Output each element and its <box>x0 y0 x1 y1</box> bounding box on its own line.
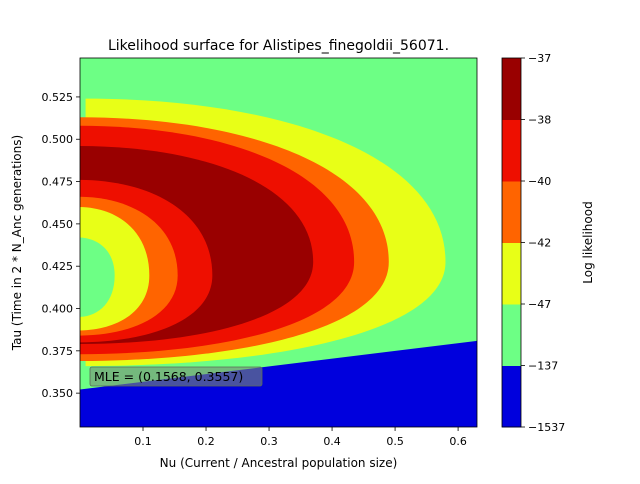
y-tick-label: 0.525 <box>42 91 74 104</box>
mle-annotation: MLE = (0.1568, 0.3557) <box>89 366 263 387</box>
region-low-likelihood <box>80 340 477 427</box>
colorbar-tick-label: −1537 <box>528 421 565 434</box>
colorbar-frame <box>501 57 522 428</box>
y-tick-label: 0.375 <box>42 345 74 358</box>
colorbar-tick-label: −37 <box>528 52 551 65</box>
colorbar-segment <box>502 119 521 182</box>
colorbar-tick-label: −42 <box>528 237 551 250</box>
y-tick-label: 0.425 <box>42 260 74 273</box>
x-tick-label: 0.4 <box>323 435 341 448</box>
mle-label: MLE = (0.1568, 0.3557) <box>94 369 243 384</box>
plot-area <box>80 58 477 427</box>
colorbar-tick-label: −47 <box>528 298 551 311</box>
y-tick-label: 0.475 <box>42 176 74 189</box>
x-tick-label: 0.3 <box>260 435 278 448</box>
y-axis: 0.350 0.375 0.400 0.425 0.450 0.475 0.500 0.525 <box>42 91 80 400</box>
colorbar-segment <box>502 242 521 305</box>
x-axis: 0.1 0.2 0.3 0.4 0.5 0.6 <box>134 427 467 448</box>
colorbar-segment <box>502 58 521 120</box>
x-tick-label: 0.6 <box>449 435 467 448</box>
colorbar-segment <box>502 365 521 428</box>
x-tick-label: 0.5 <box>386 435 404 448</box>
colorbar-segment <box>502 181 521 243</box>
y-axis-label: Tau (Time in 2 * N_Anc generations) <box>10 135 24 351</box>
contour-inner_green <box>80 237 115 317</box>
colorbar-tick-label: −38 <box>528 114 551 127</box>
x-axis-label: Nu (Current / Ancestral population size) <box>160 456 398 470</box>
y-tick-label: 0.500 <box>42 133 74 146</box>
colorbar-label: Log likelihood <box>581 201 595 283</box>
mle-label-box <box>89 366 263 387</box>
y-tick-label: 0.400 <box>42 303 74 316</box>
x-tick-label: 0.1 <box>134 435 152 448</box>
y-tick-label: 0.350 <box>42 387 74 400</box>
colorbar-tick-label: −137 <box>528 360 558 373</box>
colorbar-tick-label: −40 <box>528 175 551 188</box>
chart-title: Likelihood surface for Alistipes_finegol… <box>108 38 449 54</box>
colorbar: −1537 −137 −47 −42 −40 −38 −37 <box>502 52 565 434</box>
colorbar-segment <box>502 304 521 366</box>
x-tick-label: 0.2 <box>197 435 215 448</box>
plot-frame <box>79 57 478 428</box>
y-tick-label: 0.450 <box>42 218 74 231</box>
